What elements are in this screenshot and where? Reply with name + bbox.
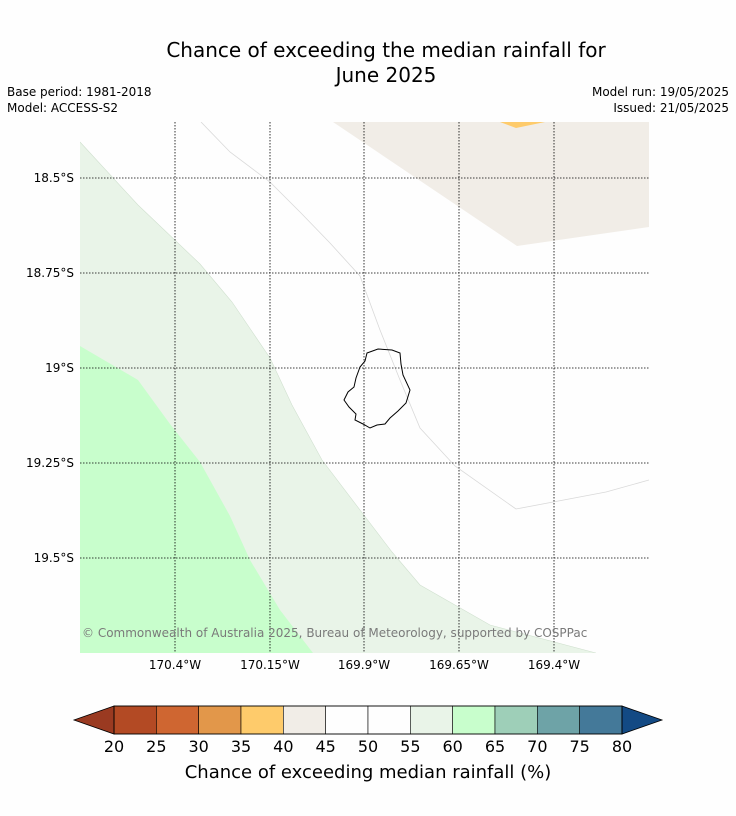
model-run-text: Model run: 19/05/2025 (591, 85, 729, 99)
colorbar-cell (325, 705, 369, 735)
colorbar-tick-label: 30 (188, 737, 209, 756)
colorbar-tick-label: 20 (103, 737, 125, 756)
colorbar-tick-label: 75 (569, 737, 590, 756)
region-60-65 (80, 346, 313, 653)
colorbar-cell (198, 705, 242, 735)
region-35-40 (500, 122, 545, 128)
island-outline (343, 348, 411, 429)
lat-tick-label: 19°S (45, 361, 74, 375)
colorbar-cell (156, 705, 199, 735)
colorbar-cell (410, 705, 453, 735)
title-line-2: June 2025 (335, 63, 437, 87)
colorbar-tick-label: 55 (400, 737, 421, 756)
meta-left: Base period: 1981-2018 Model: ACCESS-S2 (7, 84, 152, 116)
colorbar-cell (494, 705, 538, 735)
meta-right: Model run: 19/05/2025 Issued: 21/05/2025 (592, 84, 729, 116)
colorbar-cell (452, 705, 496, 735)
colorbar-cell (367, 705, 411, 735)
colorbar-tick-label: 80 (611, 737, 633, 756)
colorbar-tick-label: 35 (230, 737, 252, 756)
gridlines (80, 122, 649, 653)
colorbar-tick-label: 70 (527, 737, 548, 756)
colorbar-cell (537, 705, 580, 735)
colorbar-title: Chance of exceeding median rainfall (%) (184, 762, 552, 783)
region-40-45 (333, 122, 649, 246)
colorbar-cell (283, 705, 326, 735)
copyright-notice: © Commonwealth of Australia 2025, Bureau… (82, 626, 588, 640)
colorbar-tick-label: 45 (315, 737, 336, 756)
title-line-1: Chance of exceeding the median rainfall … (166, 38, 606, 62)
lat-tick-label: 18.75°S (26, 266, 74, 280)
lon-tick-label: 169.9°W (337, 658, 391, 672)
base-period-text: Base period: 1981-2018 (7, 85, 152, 99)
colorbar-frame (113, 705, 623, 735)
colorbar-cell (240, 705, 284, 735)
contour-line-green (80, 141, 597, 653)
lat-tick-label: 19.25°S (26, 456, 74, 470)
lat-tick-label: 18.5°S (33, 171, 74, 185)
colorbar-high-extend (621, 705, 664, 735)
model-text: Model: ACCESS-S2 (7, 101, 119, 115)
colorbar-tick-label: 60 (442, 737, 463, 756)
colorbar-cell (113, 705, 157, 735)
colorbar-tick-label: 65 (484, 737, 506, 756)
colorbar-cell (579, 705, 623, 735)
lon-tick-label: 169.4°W (527, 658, 581, 672)
lon-tick-label: 170.15°W (240, 658, 300, 672)
issued-text: Issued: 21/05/2025 (613, 101, 729, 115)
colorbar-low-extend (72, 705, 115, 735)
lat-tick-label: 19.5°S (33, 551, 74, 565)
colorbar-tick-label: 50 (357, 737, 379, 756)
colorbar-tick-label: 25 (146, 737, 167, 756)
colorbar-tick-label: 40 (273, 737, 294, 756)
lon-tick-label: 170.4°W (148, 658, 202, 672)
map-title: Chance of exceeding the median rainfall … (0, 38, 736, 88)
lon-tick-label: 169.65°W (429, 658, 489, 672)
